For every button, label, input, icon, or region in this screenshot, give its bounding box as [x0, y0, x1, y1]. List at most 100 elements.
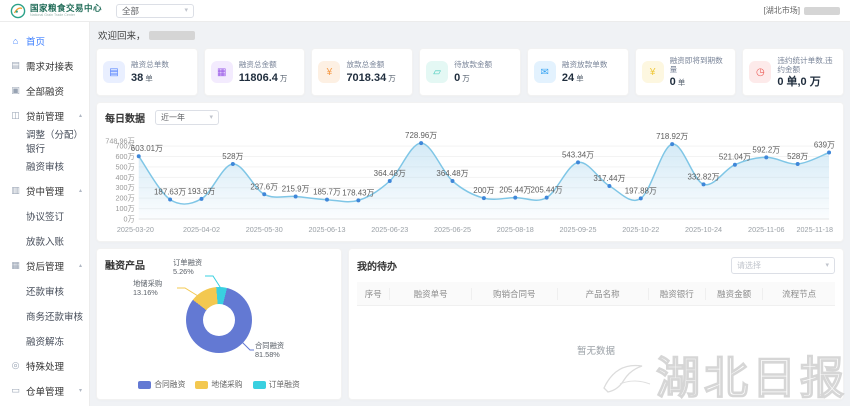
stat-card-unit: 万 — [279, 73, 288, 83]
svg-text:332.82万: 332.82万 — [687, 172, 719, 181]
pie-slice-pct: 5.26% — [173, 267, 194, 277]
chevron-up-icon: ▴ — [78, 113, 82, 119]
svg-text:748.96万: 748.96万 — [105, 136, 134, 145]
stat-card-value: 0 单,0 万 — [777, 76, 821, 89]
doc-icon: ▤ — [103, 61, 125, 83]
sidebar-item-label: 协议签订 — [26, 211, 65, 223]
legend-label: 地储采购 — [211, 380, 243, 389]
stat-card-value: 11806.4 万 — [238, 71, 288, 84]
home-icon: ⌂ — [12, 35, 19, 46]
sidebar-item[interactable]: ▤ 需求对接表 — [0, 53, 89, 78]
todo-filter-select[interactable]: 请选择 ▾ — [731, 257, 835, 274]
chevron-up-icon: ▴ — [78, 188, 82, 194]
sidebar-item[interactable]: 融资解冻 — [0, 328, 89, 353]
sidebar-item-label: 仓单管理 — [26, 386, 65, 398]
svg-text:2025-04-02: 2025-04-02 — [183, 225, 220, 234]
pie-slice-label: 地储采购 13.16% — [133, 279, 162, 297]
sidebar-item[interactable]: 放款入账 — [0, 228, 89, 253]
stat-card: ◷ 违约统计单数,违约金额 0 单,0 万 — [742, 48, 845, 96]
svg-text:2025-11-06: 2025-11-06 — [748, 225, 784, 234]
sidebar-item[interactable]: ◫ 贷前管理 ▴ — [0, 103, 89, 128]
stat-card: ✉ 融资放款单数 24 单 — [526, 48, 629, 96]
daily-line-chart: 748.96万700万600万500万400万300万200万100万0万603… — [105, 131, 835, 234]
due-coin-icon: ¥ — [641, 61, 664, 83]
sidebar-item[interactable]: 融资审核 — [0, 153, 89, 178]
brand-title: 国家粮食交易中心 — [30, 2, 103, 13]
stat-card: ▱ 待放款金额 0 万 — [419, 48, 521, 96]
coin-icon: ¥ — [318, 61, 341, 83]
sidebar-item[interactable]: ▣ 全部融资 — [0, 78, 89, 103]
legend-swatch — [195, 380, 209, 389]
svg-text:543.34万: 543.34万 — [562, 150, 594, 159]
sidebar-item[interactable]: 商务还款审核 — [0, 303, 89, 328]
table-column-header: 流程节点 — [782, 288, 817, 299]
stat-card-value: 24 单 — [561, 71, 584, 84]
legend-item[interactable]: 地储采购 — [195, 379, 243, 390]
pie-legend: 合同融资 地储采购 订单融资 — [97, 379, 341, 390]
svg-text:100万: 100万 — [115, 204, 134, 213]
money-doc-icon: ▦ — [210, 61, 233, 83]
chevron-down-icon: ▾ — [209, 114, 213, 121]
market-select[interactable]: 全部 ▾ — [116, 3, 195, 18]
sidebar-item[interactable]: ▦ 贷后管理 ▴ — [0, 253, 89, 278]
legend-swatch — [252, 380, 266, 389]
welcome-bar: 欢迎回来， — [98, 28, 844, 42]
main-content: 欢迎回来， ▤ 融资总单数 38 单 ▦ 融资总金额 11806.4 万 ¥ 放款总金额 7018.… — [90, 22, 850, 406]
sidebar-item-label: 融资审核 — [26, 161, 65, 173]
svg-text:205.44万: 205.44万 — [531, 186, 563, 195]
sidebar-item[interactable]: ◎ 特殊处理 — [0, 353, 89, 378]
table-column-header: 购销合同号 — [472, 287, 558, 300]
sidebar-item[interactable]: 调整（分配）银行 — [0, 128, 89, 155]
pie-slice-name: 订单融资 — [173, 258, 203, 267]
stat-card-label: 违约统计单数,违约金额 — [777, 55, 833, 74]
svg-text:2025-10-22: 2025-10-22 — [622, 225, 659, 234]
market-select-value: 全部 — [122, 5, 140, 16]
sidebar-item[interactable]: 协议签订 — [0, 203, 89, 228]
range-select[interactable]: 近一年 ▾ — [155, 110, 219, 125]
stat-card-label: 放款总金额 — [346, 60, 385, 70]
sidebar-item[interactable]: ▥ 贷中管理 ▴ — [0, 178, 89, 203]
legend-item[interactable]: 合同融资 — [138, 379, 185, 390]
svg-text:700万: 700万 — [115, 142, 134, 151]
pie-slice-pct: 81.58% — [255, 350, 280, 360]
sidebar-item-label: 特殊处理 — [26, 361, 65, 373]
svg-text:364.48万: 364.48万 — [374, 169, 406, 178]
all-financing-icon: ▣ — [11, 85, 20, 95]
welcome-text: 欢迎回来， — [98, 31, 146, 42]
svg-text:185.7万: 185.7万 — [313, 188, 341, 197]
sidebar-item-label: 商务还款审核 — [26, 311, 84, 323]
sidebar-item[interactable]: ⌂ 首页 — [0, 28, 89, 53]
special-icon: ◎ — [11, 360, 20, 370]
svg-text:2025-06-25: 2025-06-25 — [434, 225, 471, 234]
svg-text:2025-05-30: 2025-05-30 — [246, 225, 283, 234]
pie-slice-name: 合同融资 — [255, 341, 285, 350]
svg-text:528万: 528万 — [222, 152, 243, 161]
stat-card-label: 融资总金额 — [238, 60, 277, 70]
sidebar: ⌂ 首页 ▤ 需求对接表 ▣ 全部融资 ◫ 贷前管理 ▴ 调整（分配）银行融资审核 ▥ 贷中管理 ▴ 协议… — [0, 22, 90, 406]
svg-text:728.96万: 728.96万 — [405, 131, 437, 140]
daily-data-panel: 每日数据 近一年 ▾ 748.96万 700万 600万 500万 400万 300万 20… — [96, 102, 844, 242]
sidebar-item[interactable]: 还款审核 — [0, 278, 89, 303]
svg-text:521.04万: 521.04万 — [719, 153, 751, 162]
svg-text:2025-10-24: 2025-10-24 — [685, 225, 722, 234]
svg-text:2025-11-18: 2025-11-18 — [797, 225, 833, 234]
legend-item[interactable]: 订单融资 — [252, 379, 300, 390]
pie-slice-label: 订单融资 5.26% — [173, 258, 202, 276]
stat-card-unit: 单 — [677, 78, 686, 88]
stat-card: ▤ 融资总单数 38 单 — [96, 48, 198, 96]
svg-text:592.2万: 592.2万 — [752, 145, 780, 154]
chevron-down-icon: ▾ — [78, 388, 82, 394]
donut-chart — [186, 287, 252, 353]
sidebar-item-label: 融资解冻 — [26, 336, 65, 348]
svg-text:718.92万: 718.92万 — [656, 132, 688, 141]
products-panel-title: 融资产品 — [105, 261, 145, 272]
sidebar-item-label: 贷后管理 — [26, 261, 65, 273]
sidebar-item[interactable]: ▭ 仓单管理 ▾ — [0, 378, 89, 403]
todo-filter-placeholder: 请选择 — [737, 261, 761, 270]
svg-text:528万: 528万 — [787, 152, 808, 161]
pending-pay-icon: ▱ — [426, 61, 449, 83]
table-column-header: 产品名称 — [558, 287, 649, 300]
legend-label: 订单融资 — [268, 380, 300, 389]
todo-table-header: 序号 融资单号 购销合同号 产品名称 融资银行 融资金额 流程节点 — [357, 282, 835, 306]
demand-table-icon: ▤ — [11, 60, 20, 70]
